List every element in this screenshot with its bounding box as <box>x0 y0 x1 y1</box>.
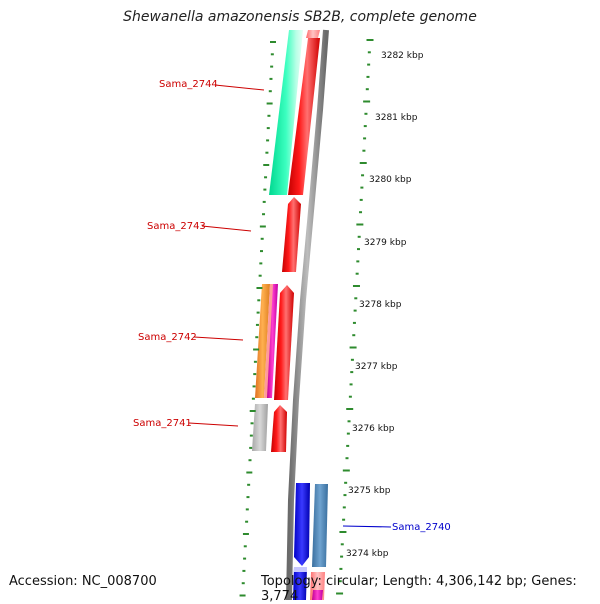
gene-leader-line <box>188 422 239 427</box>
teal-feature <box>269 30 303 195</box>
magenta-feature <box>267 284 278 398</box>
magenta-feature-bottom <box>312 590 323 600</box>
kbp-label: 3278 kbp <box>359 300 402 310</box>
map-title: Shewanella amazonensis SB2B, complete ge… <box>123 9 477 25</box>
kbp-label: 3281 kbp <box>375 113 418 123</box>
kbp-label: 3279 kbp <box>364 238 407 248</box>
gene-arrow-sama-2740 <box>294 483 310 566</box>
gene-leader-line <box>193 336 244 341</box>
kbp-label: 3276 kbp <box>352 424 395 434</box>
gene-label[interactable]: Sama_2740 <box>392 522 451 533</box>
kbp-label: 3280 kbp <box>369 175 412 185</box>
gene-leader-line <box>214 84 265 91</box>
orange-feature <box>255 284 270 398</box>
gene-leader-line <box>342 525 392 528</box>
gene-label[interactable]: Sama_2742 <box>138 332 197 343</box>
gene-label[interactable]: Sama_2741 <box>133 418 192 429</box>
gene-arrow-sama-2742 <box>274 285 294 400</box>
genome-backbone <box>286 29 329 600</box>
gene-arrow-sama-2744 <box>288 38 320 195</box>
steel-feature <box>312 484 328 567</box>
light-blue-feature-bottom <box>294 567 307 572</box>
pink-feature-top <box>306 30 320 38</box>
gene-arrow-sama-2743 <box>282 197 301 272</box>
accession-label: Accession: NC_008700 <box>9 574 157 589</box>
gene-arrow-sama-2741 <box>271 405 287 452</box>
gene-leader-line <box>201 225 252 232</box>
kbp-label: 3274 kbp <box>346 549 389 559</box>
kbp-label: 3282 kbp <box>381 51 424 61</box>
kbp-label: 3277 kbp <box>355 362 398 372</box>
grey-feature <box>252 404 268 451</box>
blue-feature-bottom <box>293 567 307 600</box>
gene-label[interactable]: Sama_2744 <box>159 79 218 90</box>
kbp-label: 3275 kbp <box>348 486 391 496</box>
gene-label[interactable]: Sama_2743 <box>147 221 206 232</box>
